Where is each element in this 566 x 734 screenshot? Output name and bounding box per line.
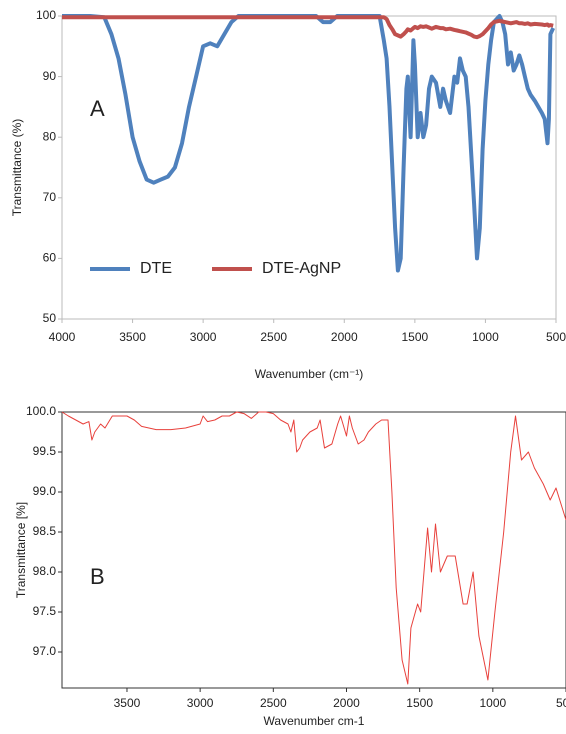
x-tick-label: 3000 [187, 696, 214, 710]
x-tick-label: 2000 [333, 696, 360, 710]
data-line [62, 14, 556, 273]
y-tick-label: 90 [43, 69, 57, 83]
legend-label: DTE-AgNP [262, 260, 341, 277]
plot-frame [61, 411, 566, 689]
x-tick-label: 3500 [114, 696, 141, 710]
y-tick-label: 80 [43, 129, 57, 143]
y-tick-label: 50 [43, 311, 57, 325]
x-tick-label: 2500 [260, 696, 287, 710]
y-tick-label: 60 [43, 251, 57, 265]
data-line [62, 15, 554, 40]
x-tick-label: 1000 [472, 330, 499, 344]
y-tick-label: 100 [36, 8, 56, 22]
y-tick-label: 98.5 [33, 524, 57, 538]
data-line [61, 411, 566, 685]
x-tick-label: 3500 [119, 330, 146, 344]
y-tick-label: 97.5 [33, 604, 57, 618]
legend-label: DTE [140, 260, 172, 277]
panel-label: B [90, 564, 105, 589]
x-tick-label: 500 [556, 696, 566, 710]
y-tick-label: 97.0 [33, 644, 57, 658]
y-tick-label: 100.0 [26, 404, 56, 418]
x-tick-label: 500 [546, 330, 566, 344]
x-tick-label: 2000 [331, 330, 358, 344]
panel-label: A [90, 96, 105, 121]
x-axis-label: Wavenumber (cm⁻¹) [255, 367, 364, 381]
x-tick-label: 1000 [479, 696, 506, 710]
y-axis-label: Transmittance (%) [10, 119, 24, 217]
y-tick-label: 98.0 [33, 564, 57, 578]
x-tick-label: 2500 [260, 330, 287, 344]
y-axis-label: Transmittance [%] [14, 502, 28, 598]
x-tick-label: 4000 [49, 330, 76, 344]
x-tick-label: 3000 [190, 330, 217, 344]
y-tick-label: 99.0 [33, 484, 57, 498]
x-axis-label: Wavenumber cm-1 [264, 714, 365, 728]
y-tick-label: 70 [43, 190, 57, 204]
x-tick-label: 1500 [406, 696, 433, 710]
x-tick-label: 1500 [402, 330, 429, 344]
y-tick-label: 99.5 [33, 444, 57, 458]
